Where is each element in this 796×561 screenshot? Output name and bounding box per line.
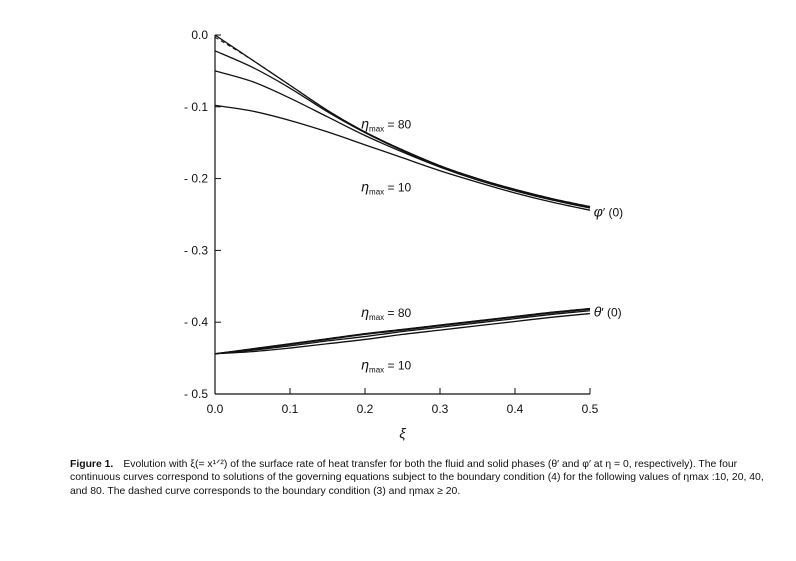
x-tick-label: 0.5 — [582, 402, 599, 416]
x-tick-label: 0.4 — [507, 402, 524, 416]
x-tick-label: 0.0 — [207, 402, 224, 416]
y-tick-label: - 0.3 — [184, 243, 208, 257]
curve-annotation: ηmax = 10 — [361, 357, 411, 375]
curve-annotation: θ′ (0) — [594, 303, 622, 319]
y-tick-label: 0.0 — [191, 28, 208, 42]
curve-annotation: ηmax = 80 — [361, 115, 411, 133]
curve-annotation: ηmax = 10 — [361, 179, 411, 197]
theta-solid-curve — [214, 308, 591, 355]
curve-annotation: φ′ (0) — [594, 204, 623, 220]
caption-label: Figure 1. — [70, 459, 114, 470]
curves — [214, 34, 591, 355]
caption-text: Evolution with ξ(= x¹ᐟ²) of the surface … — [70, 459, 764, 497]
phi-solid-curve — [214, 70, 591, 209]
x-tick-label: 0.3 — [432, 402, 449, 416]
y-tick-label: - 0.1 — [184, 100, 208, 114]
theta-solid-curve — [214, 312, 591, 355]
theta-solid-curve — [214, 307, 591, 355]
x-tick-label: 0.2 — [357, 402, 374, 416]
x-tick-label: 0.1 — [282, 402, 299, 416]
y-tick-label: - 0.5 — [184, 387, 208, 401]
y-tick-label: - 0.2 — [184, 172, 208, 186]
theta-solid-curve — [214, 310, 591, 355]
phi-solid-curve — [214, 34, 591, 208]
phi-solid-curve — [214, 104, 591, 211]
y-tick-label: - 0.4 — [184, 315, 208, 329]
curve-annotation: ηmax = 80 — [361, 304, 411, 322]
annotations: ηmax = 80 ηmax = 10 ηmax = 80 ηmax = 10 φ′ (… — [361, 115, 623, 374]
axes: 0.0- 0.1- 0.2- 0.3- 0.4- 0.50.0 0.1 0.2 0.3… — [184, 28, 599, 441]
figure-caption: Figure 1. Evolution with ξ(= x¹ᐟ²) of the… — [70, 458, 782, 498]
x-axis-label: ξ — [399, 425, 406, 441]
